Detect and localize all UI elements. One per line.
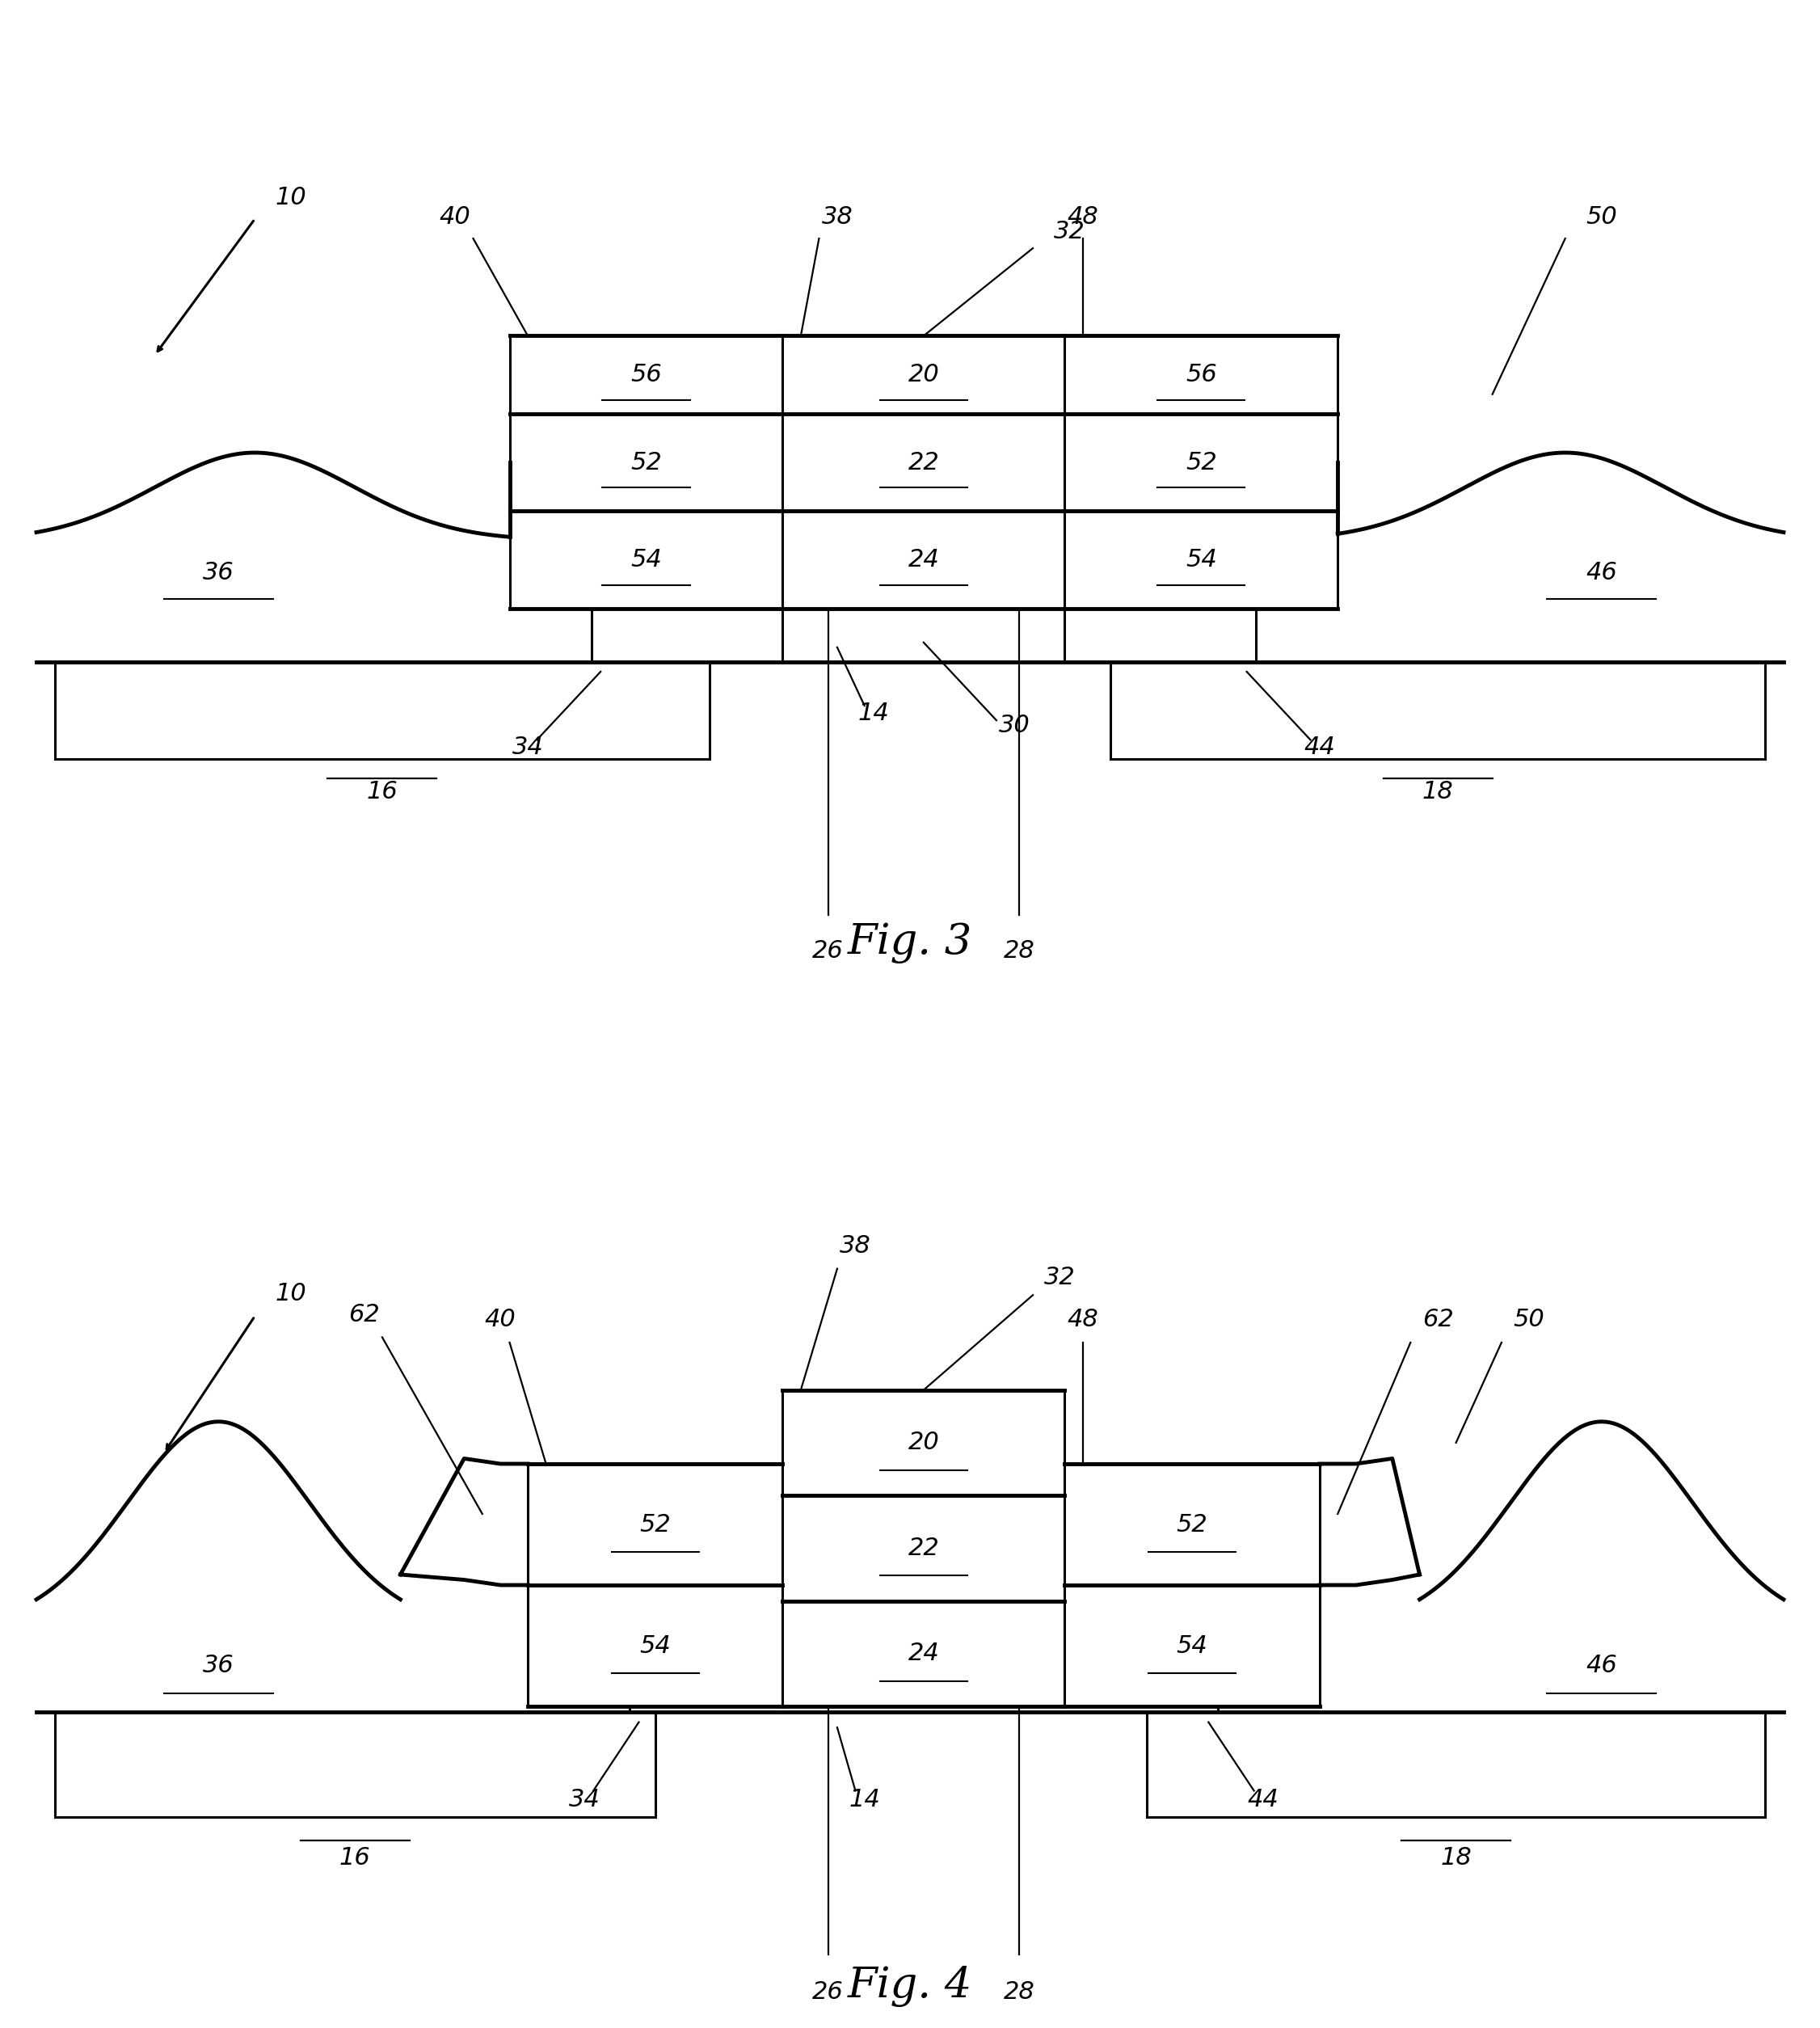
- Text: 20: 20: [908, 363, 939, 387]
- Bar: [1065, 1586, 1319, 1706]
- Text: 22: 22: [908, 1537, 939, 1560]
- Text: 14: 14: [857, 702, 890, 726]
- Text: 24: 24: [908, 548, 939, 572]
- Text: 20: 20: [908, 1432, 939, 1454]
- Text: 28: 28: [1003, 939, 1036, 963]
- Text: 50: 50: [1512, 1308, 1545, 1332]
- Text: 32: 32: [1054, 219, 1085, 243]
- Text: 34: 34: [511, 736, 544, 758]
- Text: Fig. 3: Fig. 3: [848, 923, 972, 963]
- Text: 38: 38: [839, 1235, 872, 1257]
- Bar: [1065, 511, 1338, 608]
- Text: 44: 44: [1303, 736, 1336, 758]
- Text: 48: 48: [1067, 1308, 1099, 1332]
- Bar: [783, 1389, 1065, 1495]
- Bar: [783, 1495, 1065, 1600]
- Text: 32: 32: [1045, 1265, 1076, 1290]
- Text: 50: 50: [1585, 205, 1618, 229]
- Text: 46: 46: [1585, 560, 1618, 584]
- Bar: [528, 1464, 783, 1586]
- Bar: [510, 511, 783, 608]
- Bar: [1065, 414, 1338, 511]
- Text: 46: 46: [1585, 1653, 1618, 1677]
- Text: 40: 40: [439, 205, 471, 229]
- Bar: [510, 414, 783, 511]
- Text: 18: 18: [1421, 779, 1454, 803]
- Bar: [510, 337, 783, 414]
- Text: 52: 52: [1176, 1513, 1208, 1535]
- Text: 24: 24: [908, 1643, 939, 1665]
- Text: 54: 54: [1176, 1635, 1208, 1657]
- Text: 48: 48: [1067, 205, 1099, 229]
- Text: 14: 14: [848, 1789, 881, 1811]
- Text: 40: 40: [484, 1308, 517, 1332]
- Text: 28: 28: [1003, 1981, 1036, 2004]
- Text: 44: 44: [1247, 1789, 1279, 1811]
- Text: 52: 52: [639, 1513, 672, 1535]
- Text: 52: 52: [630, 450, 662, 475]
- Text: 10: 10: [275, 187, 308, 209]
- Text: 62: 62: [1421, 1308, 1454, 1332]
- Text: 36: 36: [202, 560, 235, 584]
- Bar: [783, 414, 1065, 511]
- Bar: [783, 1600, 1065, 1706]
- Text: 54: 54: [639, 1635, 672, 1657]
- Text: 36: 36: [202, 1653, 235, 1677]
- Text: 30: 30: [999, 714, 1030, 736]
- Bar: [783, 511, 1065, 608]
- Text: 26: 26: [812, 939, 844, 963]
- Text: 18: 18: [1440, 1845, 1472, 1870]
- Text: 16: 16: [366, 779, 399, 803]
- Bar: [783, 604, 1065, 661]
- Text: 54: 54: [630, 548, 662, 572]
- Text: 10: 10: [275, 1282, 308, 1306]
- Text: 22: 22: [908, 450, 939, 475]
- Bar: [528, 1586, 783, 1706]
- Text: Fig. 4: Fig. 4: [848, 1965, 972, 2008]
- Text: 16: 16: [339, 1845, 371, 1870]
- Bar: [1065, 337, 1338, 414]
- Text: 34: 34: [568, 1789, 601, 1811]
- Text: 52: 52: [1185, 450, 1218, 475]
- Text: 54: 54: [1185, 548, 1218, 572]
- Bar: [1065, 1464, 1319, 1586]
- Bar: [783, 337, 1065, 414]
- Text: 26: 26: [812, 1981, 844, 2004]
- Text: 56: 56: [630, 363, 662, 387]
- Text: 62: 62: [348, 1302, 380, 1326]
- Text: 56: 56: [1185, 363, 1218, 387]
- Text: 38: 38: [821, 205, 854, 229]
